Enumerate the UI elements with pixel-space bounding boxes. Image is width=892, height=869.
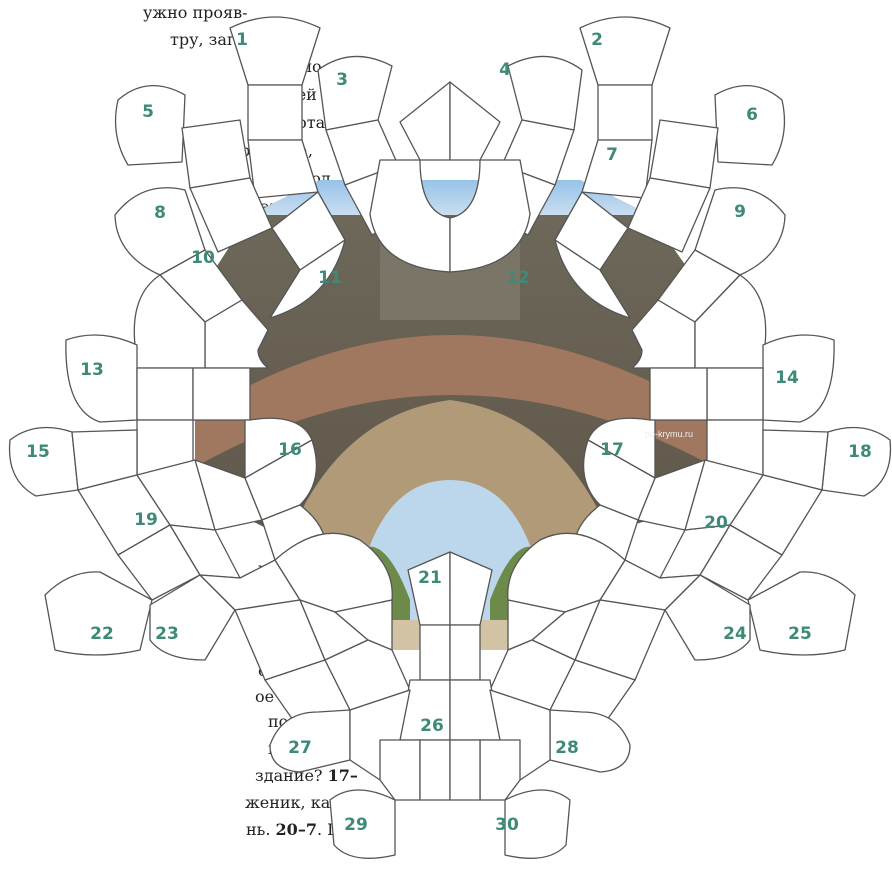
clue-number: 28 xyxy=(555,738,579,758)
clue-number: 5 xyxy=(142,102,154,122)
text-run: нь. xyxy=(246,820,276,839)
clue-number: 29 xyxy=(344,815,368,835)
text-line: ужно прояв- xyxy=(143,3,248,22)
clue-number: 10 xyxy=(191,248,215,268)
crossword-page: ужно прояв-тру, загадан-три сло-нижнейШи… xyxy=(0,0,892,869)
text-bold: 20–7 xyxy=(276,820,317,839)
clue-number: 21 xyxy=(418,568,442,588)
clue-number: 20 xyxy=(704,513,728,533)
clue-number: 16 xyxy=(278,440,302,460)
clue-number: 24 xyxy=(723,624,747,644)
clue-number: 13 xyxy=(80,360,104,380)
clue-number: 22 xyxy=(90,624,114,644)
clue-number: 30 xyxy=(495,815,519,835)
clue-number: 1 xyxy=(236,30,248,50)
clue-number: 3 xyxy=(336,70,348,90)
watermark: po-krymu.ru xyxy=(645,429,693,439)
clue-number: 2 xyxy=(591,30,603,50)
clue-number: 14 xyxy=(775,368,799,388)
text-run: ужно прояв- xyxy=(143,3,248,22)
clue-number: 18 xyxy=(848,442,872,462)
clue-number: 23 xyxy=(155,624,179,644)
clue-number: 15 xyxy=(26,442,50,462)
clue-number: 11 xyxy=(318,268,342,288)
text-bold: 17– xyxy=(328,766,358,785)
clue-number: 9 xyxy=(734,202,746,222)
clue-number: 17 xyxy=(600,440,624,460)
clue-number: 26 xyxy=(420,716,444,736)
clue-number: 6 xyxy=(746,105,758,125)
clue-number: 19 xyxy=(134,510,158,530)
clue-number: 12 xyxy=(506,268,530,288)
clue-number: 7 xyxy=(606,145,618,165)
clue-number: 25 xyxy=(788,624,812,644)
clue-number: 8 xyxy=(154,203,166,223)
clue-number: 4 xyxy=(499,60,511,80)
clue-number: 27 xyxy=(288,738,312,758)
